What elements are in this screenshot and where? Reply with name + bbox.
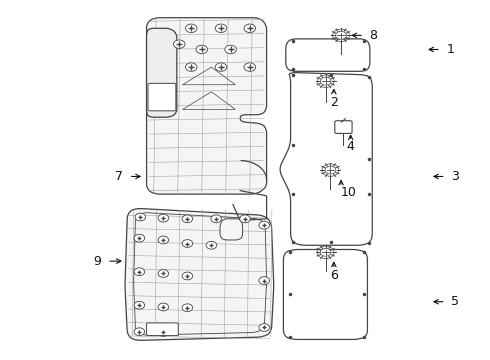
Circle shape: [158, 329, 169, 336]
Text: 1: 1: [447, 43, 455, 56]
Circle shape: [134, 328, 145, 336]
PathPatch shape: [147, 28, 177, 117]
Circle shape: [244, 24, 256, 32]
Circle shape: [158, 236, 169, 244]
Circle shape: [182, 304, 193, 312]
PathPatch shape: [286, 39, 370, 71]
Circle shape: [259, 277, 270, 284]
Circle shape: [320, 77, 331, 85]
Circle shape: [244, 63, 256, 71]
FancyBboxPatch shape: [147, 323, 178, 336]
Circle shape: [182, 215, 193, 223]
FancyBboxPatch shape: [148, 83, 176, 111]
Circle shape: [158, 270, 169, 277]
Circle shape: [134, 301, 145, 309]
Text: 5: 5: [451, 295, 460, 308]
FancyBboxPatch shape: [335, 121, 352, 134]
Circle shape: [158, 303, 169, 311]
Circle shape: [259, 324, 270, 331]
Circle shape: [215, 63, 227, 71]
Circle shape: [215, 24, 227, 32]
PathPatch shape: [147, 18, 267, 194]
PathPatch shape: [220, 219, 243, 240]
Text: 7: 7: [115, 170, 122, 183]
Circle shape: [320, 248, 331, 256]
Circle shape: [211, 215, 221, 223]
Text: 6: 6: [330, 269, 338, 282]
Circle shape: [185, 24, 197, 32]
Circle shape: [158, 214, 169, 222]
Text: 2: 2: [330, 96, 338, 109]
Text: 8: 8: [369, 29, 377, 42]
Circle shape: [196, 45, 208, 54]
Circle shape: [182, 240, 193, 247]
PathPatch shape: [283, 249, 368, 339]
Text: 3: 3: [451, 170, 459, 183]
Circle shape: [325, 166, 336, 174]
Circle shape: [135, 213, 146, 221]
Circle shape: [336, 31, 346, 39]
Circle shape: [240, 215, 250, 223]
Circle shape: [259, 221, 270, 229]
PathPatch shape: [125, 208, 274, 340]
Circle shape: [185, 63, 197, 71]
PathPatch shape: [280, 73, 372, 245]
Circle shape: [134, 268, 145, 276]
Text: 9: 9: [93, 255, 101, 267]
Circle shape: [182, 272, 193, 280]
Circle shape: [225, 45, 236, 54]
Circle shape: [173, 40, 185, 48]
Circle shape: [134, 234, 145, 242]
Circle shape: [206, 242, 217, 249]
Text: 4: 4: [347, 140, 355, 153]
Text: 10: 10: [341, 186, 357, 199]
